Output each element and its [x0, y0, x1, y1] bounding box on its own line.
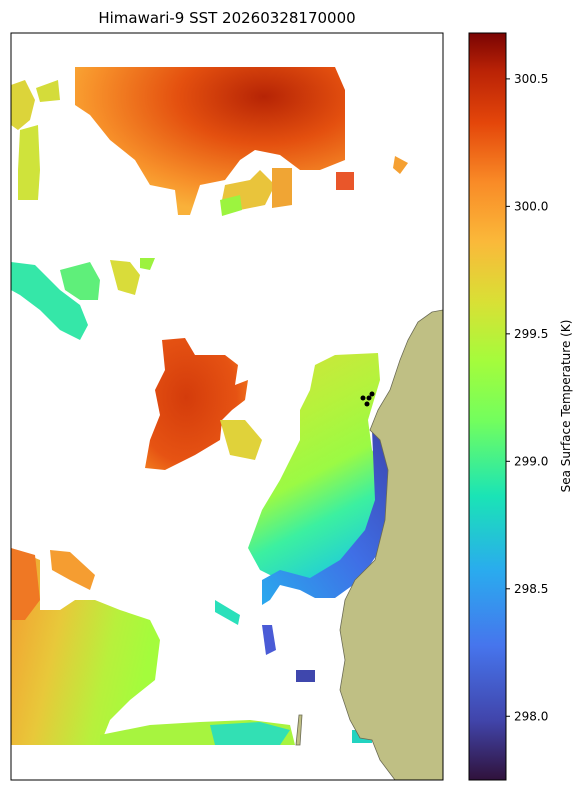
region-nw-c [36, 80, 60, 102]
colorbar [468, 32, 507, 781]
region-cold-spot-a [296, 670, 315, 682]
region-west-cyan-b [60, 262, 100, 300]
land-coastline [339, 309, 443, 780]
region-south-strip-cyan [210, 722, 290, 745]
colorbar-tick-label: 300.5 [514, 72, 548, 86]
region-north-spot-c [393, 156, 408, 174]
colorbar-ticks: 298.0 298.5 299.0 299.5 300.0 300.5 [506, 72, 548, 723]
region-west-yellow-d [140, 258, 155, 270]
colorbar-tick-label: 299.0 [514, 454, 548, 468]
station-marker-1 [360, 395, 366, 401]
region-coastal-plume [248, 353, 385, 590]
region-north-spot-b [336, 172, 354, 190]
region-nw-a [11, 80, 35, 130]
station-marker-2 [366, 395, 372, 401]
colorbar-tick-label: 298.0 [514, 709, 548, 723]
sst-map [11, 67, 443, 780]
region-north-warm [75, 67, 345, 215]
colorbar-tick-label: 300.0 [514, 199, 548, 213]
region-west-cyan-a [11, 262, 88, 340]
region-central-warm [145, 338, 248, 470]
colorbar-tick-label: 299.5 [514, 327, 548, 341]
colorbar-tick-label: 298.5 [514, 582, 548, 596]
region-cold-spot-b [262, 625, 276, 655]
region-north-spot-a [272, 168, 292, 208]
region-west-yellow-c [110, 260, 140, 295]
chart-title: Himawari-9 SST 20260328170000 [98, 9, 355, 27]
station-marker-4 [364, 401, 370, 407]
region-coastal-cold [262, 430, 390, 605]
region-southwest-orange [11, 548, 40, 620]
region-cyan-spot [215, 600, 240, 625]
region-southwest [11, 548, 160, 745]
axes-frame [10, 32, 444, 781]
station-marker-3 [369, 391, 375, 397]
land-islet [295, 714, 303, 746]
region-central-yellow [220, 420, 262, 460]
region-north-spot-d [220, 195, 242, 216]
region-southwest-small [50, 550, 95, 590]
region-nw-b [18, 125, 40, 200]
colorbar-label: Sea Surface Temperature (K) [559, 320, 573, 493]
